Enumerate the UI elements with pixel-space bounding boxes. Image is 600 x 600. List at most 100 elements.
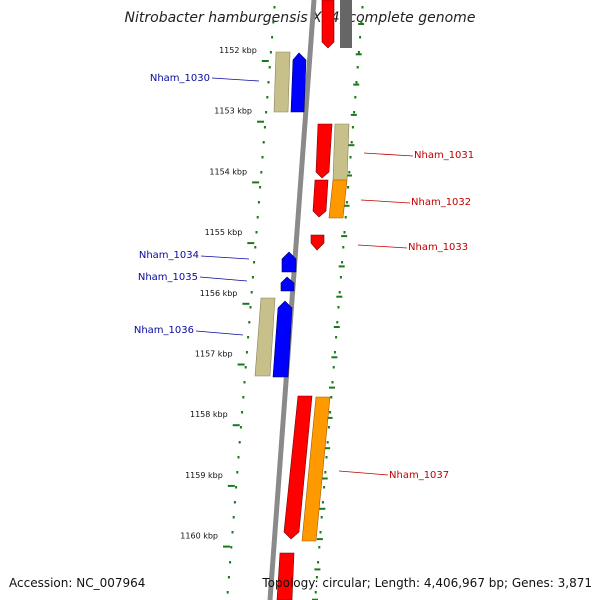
ruler-right-dot xyxy=(321,501,324,504)
ruler-left-dot xyxy=(229,561,232,564)
forward-cds-nham-1034[interactable] xyxy=(281,251,297,273)
ruler-left-dot xyxy=(253,261,256,264)
rna-feature-1036[interactable] xyxy=(254,297,276,377)
gene-label-nham-1035[interactable]: Nham_1035 xyxy=(138,272,198,283)
ruler-left-dot xyxy=(241,411,244,414)
ruler-right-dot xyxy=(330,396,333,399)
ruler-right-dot xyxy=(344,216,347,219)
reverse-cds-top[interactable] xyxy=(321,0,335,49)
forward-cds-nham-1036[interactable] xyxy=(272,300,293,378)
ruler-left-dot xyxy=(244,366,247,369)
ruler-left-dot xyxy=(263,126,266,129)
ruler-right-dot xyxy=(320,516,323,519)
kbp-tick-label: 1158 kbp xyxy=(190,410,228,419)
ruler-left-dot xyxy=(227,576,230,579)
ruler-right-dot xyxy=(326,441,329,444)
ruler-right-dot xyxy=(355,81,358,84)
ruler-left-dot xyxy=(232,516,235,519)
reverse-feature-top-gray[interactable] xyxy=(340,0,352,48)
ruler-left-dot xyxy=(251,276,254,279)
map-title: Nitrobacter hamburgensis X14, complete g… xyxy=(124,10,476,26)
ruler-right-dot xyxy=(354,96,357,99)
ruler-right-dot xyxy=(360,21,363,24)
gene-labels: Nham_1030 Nham_1034 Nham_1035 Nham_1036 … xyxy=(134,73,474,481)
ruler-right-dot xyxy=(331,381,334,384)
gene-label-nham-1032[interactable]: Nham_1032 xyxy=(411,197,471,208)
ruler-left-dot xyxy=(243,381,246,384)
ruler-left-dot xyxy=(269,51,272,54)
ruler-right-dot xyxy=(333,351,336,354)
ruler-left-dot xyxy=(233,501,236,504)
gene-label-nham-1030[interactable]: Nham_1030 xyxy=(150,73,210,84)
ruler-left-dot xyxy=(260,171,263,174)
ruler-right-dot xyxy=(342,246,345,249)
ruler-left-dot xyxy=(235,486,238,489)
kbp-tick-label: 1152 kbp xyxy=(219,46,257,55)
reverse-cds-nham-1033[interactable] xyxy=(310,234,325,251)
kbp-tick-label: 1157 kbp xyxy=(195,350,233,359)
forward-cds-nham-1030[interactable] xyxy=(290,52,307,113)
ruler-right-dot xyxy=(317,561,320,564)
reverse-cds-bottom[interactable] xyxy=(276,552,295,600)
gene-label-nham-1034[interactable]: Nham_1034 xyxy=(139,250,199,261)
ruler-right-dot xyxy=(357,51,360,54)
ruler-left-dot xyxy=(268,66,271,69)
ruler-left-dot xyxy=(257,201,260,204)
ruler-left-dot xyxy=(259,186,262,189)
ruler-left-dot xyxy=(249,306,252,309)
kbp-tick-label: 1155 kbp xyxy=(205,228,243,237)
ruler-left-dot xyxy=(261,156,264,159)
ruler-left-dot xyxy=(245,351,248,354)
ruler-right-dot xyxy=(353,111,356,114)
ruler-left-dot xyxy=(226,591,229,594)
ruler-right-dot xyxy=(343,231,346,234)
ruler-right-dot xyxy=(361,6,364,9)
ruler-right-dot xyxy=(341,261,344,264)
kbp-tick-label: 1160 kbp xyxy=(180,532,218,541)
ruler-right-dot xyxy=(335,336,338,339)
forward-cds-nham-1035[interactable] xyxy=(280,276,295,292)
ruler-left-dot xyxy=(237,456,240,459)
ruler-left-dot xyxy=(239,426,242,429)
rna-feature-1031[interactable] xyxy=(332,123,350,181)
ruler-left-dot xyxy=(262,141,265,144)
gene-label-nham-1033[interactable]: Nham_1033 xyxy=(408,242,468,253)
reverse-cds-nham-1037[interactable] xyxy=(283,395,313,540)
orange-feature-1032[interactable] xyxy=(328,179,348,219)
genome-info-text: Topology: circular; Length: 4,406,967 bp… xyxy=(262,576,592,590)
ruler-right-dot xyxy=(359,36,362,39)
ruler-left-dot xyxy=(256,216,259,219)
ruler-right-dot xyxy=(325,456,328,459)
orange-feature-1037[interactable] xyxy=(301,396,331,542)
ruler-right-dot xyxy=(338,291,341,294)
ruler-right-dot xyxy=(332,366,335,369)
kbp-tick-label: 1159 kbp xyxy=(185,471,223,480)
ruler-left-dot xyxy=(250,291,253,294)
ruler-left-dot xyxy=(254,246,257,249)
rna-feature-1030[interactable] xyxy=(273,51,291,113)
reverse-cds-nham-1032[interactable] xyxy=(312,179,329,218)
kbp-tick-label: 1153 kbp xyxy=(214,107,252,116)
ruler-right-dot xyxy=(327,426,330,429)
ruler-left-dot xyxy=(271,36,274,39)
ruler-left-dot xyxy=(265,111,268,114)
kbp-ticks: 1152 kbp 1153 kbp 1154 kbp 1155 kbp 1156 kbp… xyxy=(180,46,269,548)
ruler-left-dot xyxy=(238,441,241,444)
ruler-right-dot xyxy=(337,306,340,309)
gene-label-nham-1037[interactable]: Nham_1037 xyxy=(389,470,449,481)
ruler-left-dot xyxy=(231,531,234,534)
ruler-right-dot xyxy=(329,411,332,414)
gene-label-nham-1036[interactable]: Nham_1036 xyxy=(134,325,194,336)
gene-label-nham-1031[interactable]: Nham_1031 xyxy=(414,150,474,161)
reverse-cds-nham-1031[interactable] xyxy=(315,123,333,179)
ruler-right-dot xyxy=(347,186,350,189)
ruler-right-dot xyxy=(314,591,317,594)
ruler-right-dot xyxy=(349,156,352,159)
ruler-left-dot xyxy=(248,321,251,324)
label-connectors xyxy=(195,77,414,476)
features xyxy=(254,0,352,600)
ruler-left-dot xyxy=(273,6,276,9)
ruler-left-dot xyxy=(247,336,250,339)
ruler-right-dot xyxy=(356,66,359,69)
